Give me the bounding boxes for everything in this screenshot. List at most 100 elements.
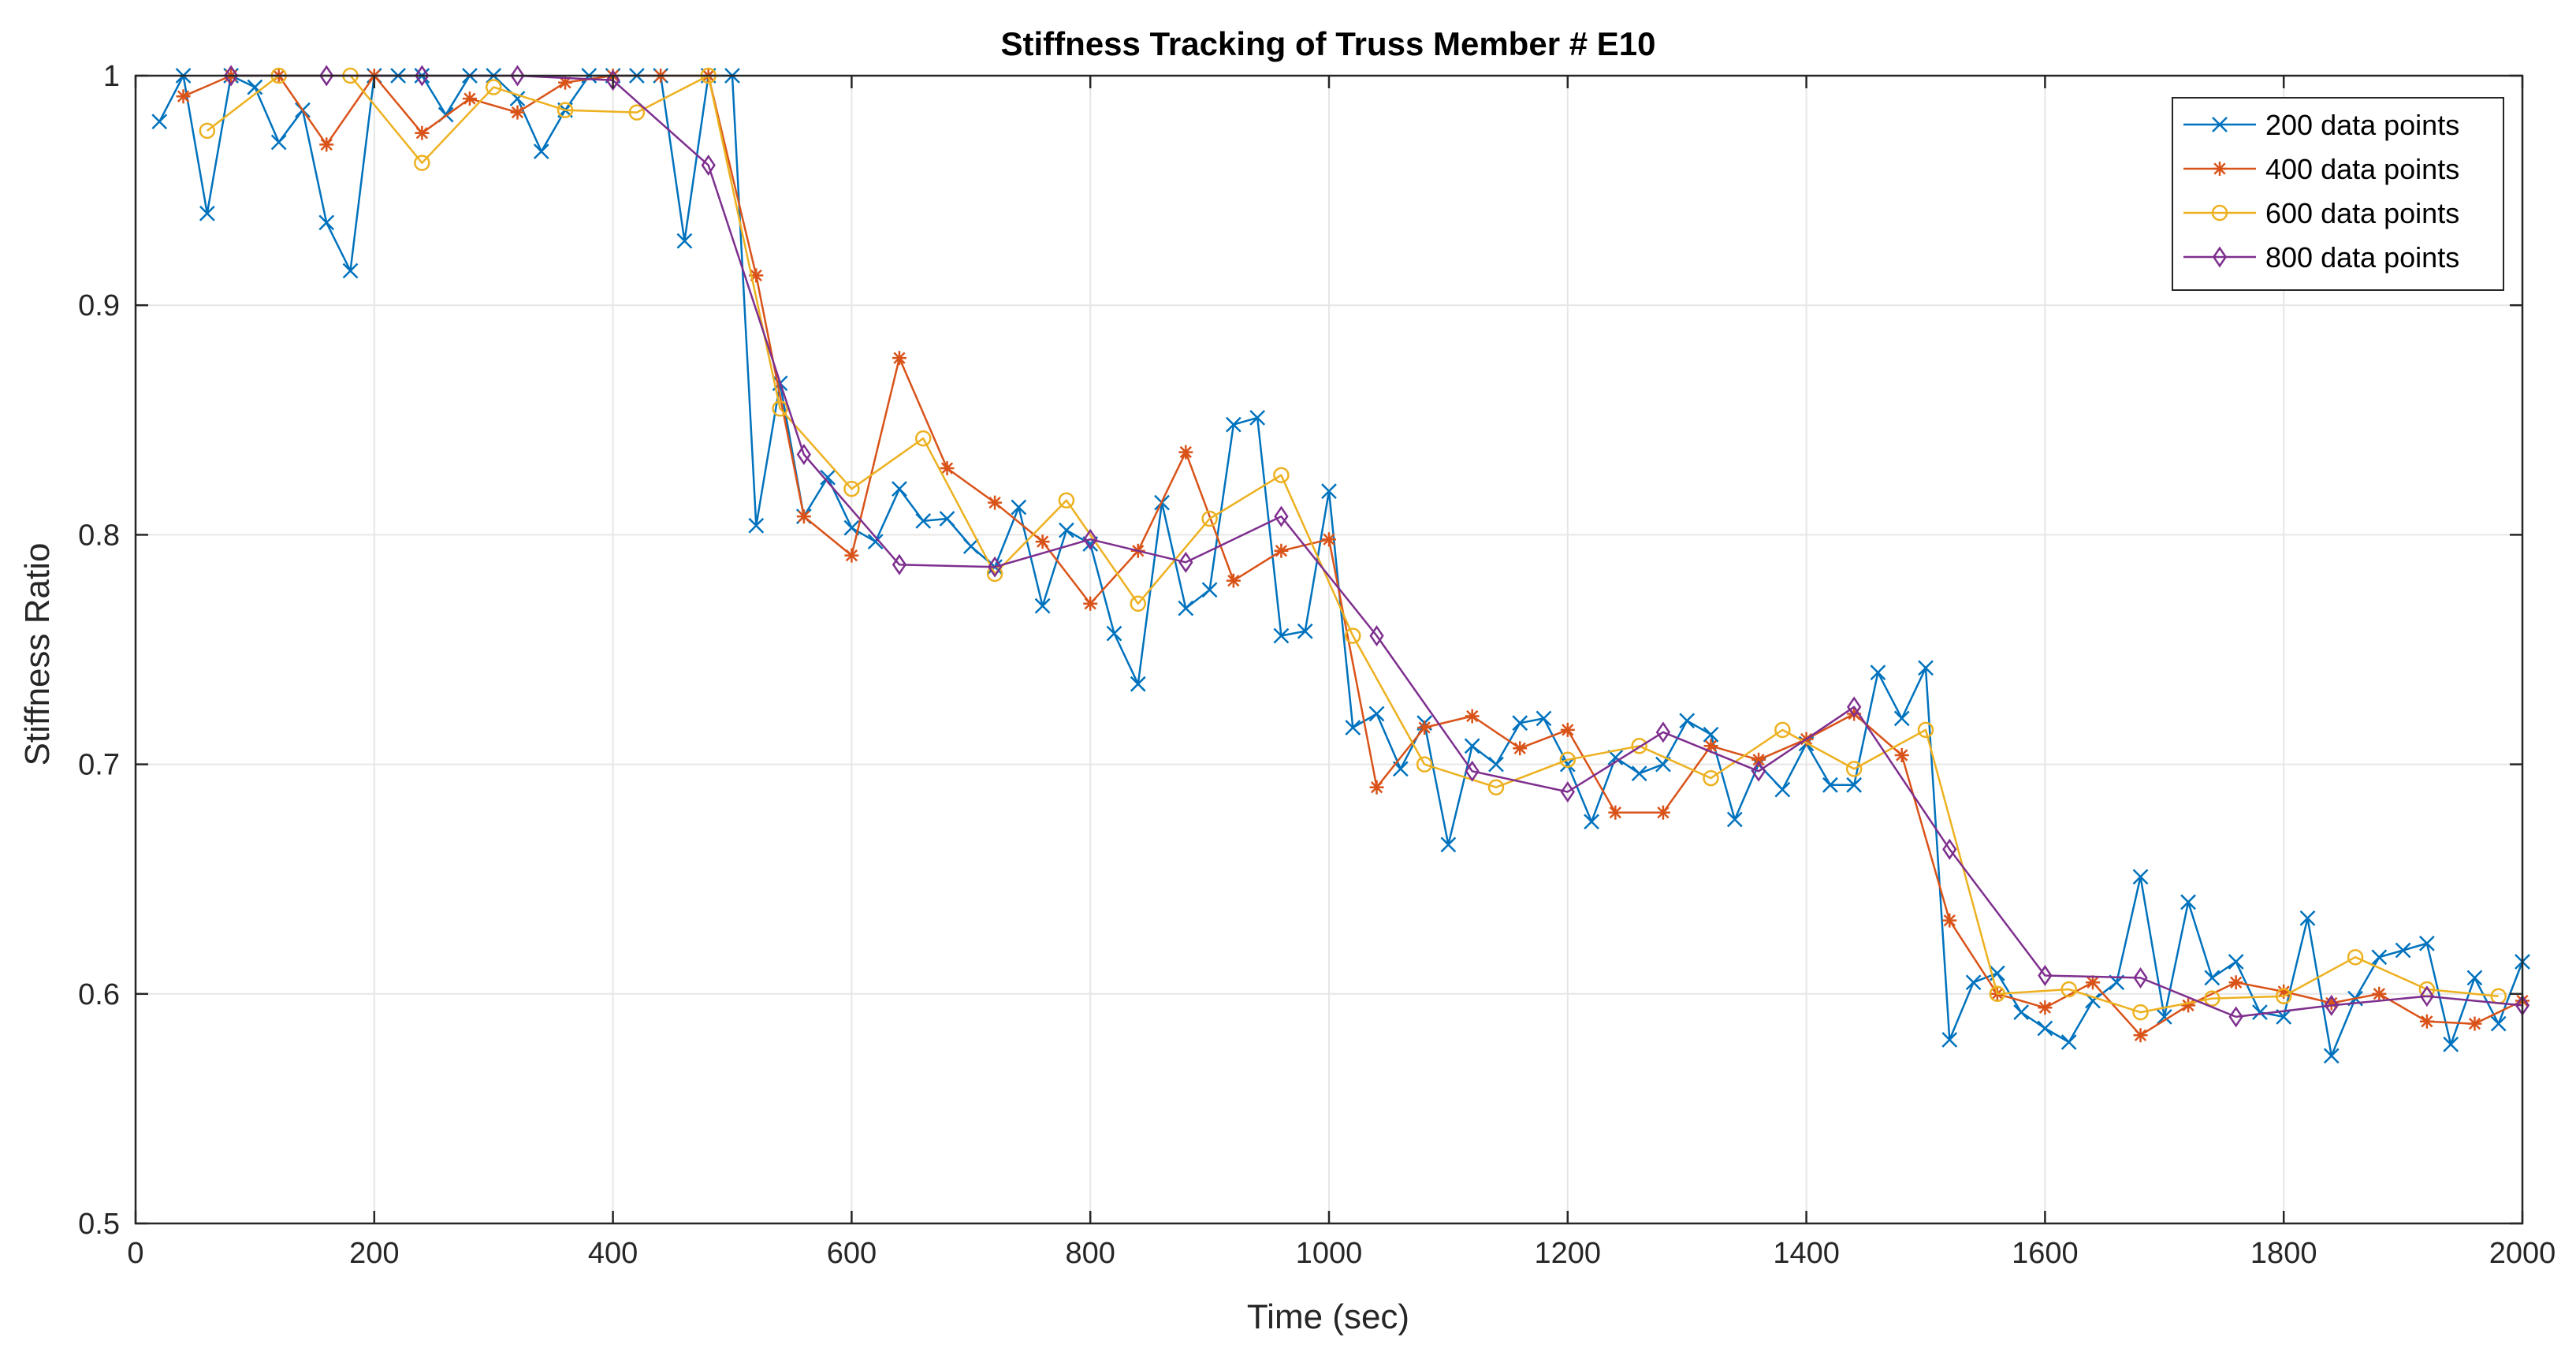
data-point (2204, 970, 2220, 986)
data-point (199, 205, 215, 222)
data-point (1465, 709, 1480, 724)
data-point (2467, 1016, 2482, 1031)
data-point (2038, 965, 2053, 986)
data-point (1894, 747, 1909, 762)
legend: 200 data points 400 data points 600 data p… (2172, 97, 2504, 291)
data-point (2013, 1004, 2030, 1020)
data-point (2180, 894, 2196, 910)
data-point (1631, 738, 1647, 754)
data-point (223, 65, 239, 87)
data-point (1607, 749, 1624, 765)
data-point (1703, 769, 1719, 787)
data-point (1417, 721, 1432, 735)
data-point (2228, 1006, 2243, 1028)
data-point (2372, 986, 2387, 1001)
data-point (2060, 981, 2077, 998)
data-point (1464, 738, 1480, 754)
data-point (1369, 625, 1384, 647)
data-point (1274, 505, 1289, 527)
data-point (1918, 660, 1934, 676)
legend-label: 200 data points (2265, 109, 2459, 141)
data-point (2228, 954, 2244, 970)
data-point (1679, 713, 1696, 729)
data-point (1655, 721, 1671, 743)
y-tick-label: 1 (103, 60, 120, 93)
data-point (2085, 975, 2100, 990)
data-point (1751, 760, 1766, 782)
data-point (939, 511, 955, 527)
data-point (1942, 913, 1957, 928)
x-tick-label: 1200 (1535, 1237, 1602, 1270)
x-tick-label: 1800 (2250, 1237, 2317, 1270)
series-3 (199, 67, 2507, 1021)
data-point (1846, 776, 1863, 793)
data-point (2133, 966, 2148, 989)
data-point (1559, 751, 1576, 769)
data-point (2299, 910, 2316, 926)
data-point (748, 517, 765, 534)
data-point (2419, 985, 2435, 1007)
data-point (1273, 467, 1290, 483)
data-point (176, 89, 191, 104)
data-point (1917, 721, 1934, 739)
data-point (1082, 536, 1099, 552)
data-point (2323, 1048, 2340, 1064)
y-tick-label: 0.9 (78, 289, 120, 322)
legend-box (2172, 97, 2504, 291)
data-point (1822, 776, 1838, 793)
data-point (1083, 596, 1098, 611)
data-point (1201, 582, 1218, 598)
data-point (2132, 1004, 2149, 1021)
data-point (892, 553, 907, 575)
data-point (796, 444, 812, 465)
data-point (2181, 998, 2196, 1013)
data-point (557, 102, 574, 118)
data-point (533, 143, 549, 159)
data-point (1536, 710, 1552, 727)
data-point (2213, 162, 2227, 176)
data-point (1249, 410, 1266, 426)
legend-item: 600 data points (2183, 197, 2459, 229)
data-point (1058, 492, 1075, 508)
data-point (892, 481, 907, 497)
data-point (462, 91, 477, 106)
data-point (1011, 499, 1027, 516)
x-tick-label: 600 (827, 1237, 877, 1270)
data-point (1703, 739, 1718, 754)
data-point (1297, 623, 1313, 639)
data-point (1512, 715, 1528, 732)
data-point (2324, 996, 2339, 1011)
data-point (1130, 676, 1146, 692)
data-point (1225, 416, 1241, 433)
data-point (1703, 726, 1719, 743)
data-point (1726, 811, 1743, 828)
data-point (1274, 543, 1289, 558)
data-point (843, 480, 860, 497)
data-point (1774, 721, 1791, 739)
x-tick-label: 2000 (2489, 1237, 2556, 1270)
data-point (1178, 600, 1194, 616)
data-point (510, 105, 525, 120)
data-point (2212, 246, 2228, 268)
data-point (1942, 838, 1957, 860)
data-point (1369, 780, 1384, 795)
data-point (1989, 985, 2006, 1003)
data-point (988, 495, 1003, 510)
legend-label: 600 data points (2265, 197, 2459, 229)
data-point (319, 65, 334, 87)
data-point (2060, 1034, 2077, 1050)
y-axis-label: Stiffness Ratio (18, 543, 57, 766)
x-tick-label: 1400 (1773, 1237, 1840, 1270)
data-point (1608, 805, 1623, 820)
data-point (2395, 942, 2411, 959)
data-point (1846, 696, 1862, 718)
data-point (820, 469, 836, 486)
x-tick-label: 800 (1065, 1237, 1115, 1270)
data-point (772, 400, 788, 417)
data-point (1322, 532, 1336, 547)
data-point (1273, 627, 1290, 644)
series-line (207, 74, 2499, 1014)
data-point (1321, 483, 1337, 499)
